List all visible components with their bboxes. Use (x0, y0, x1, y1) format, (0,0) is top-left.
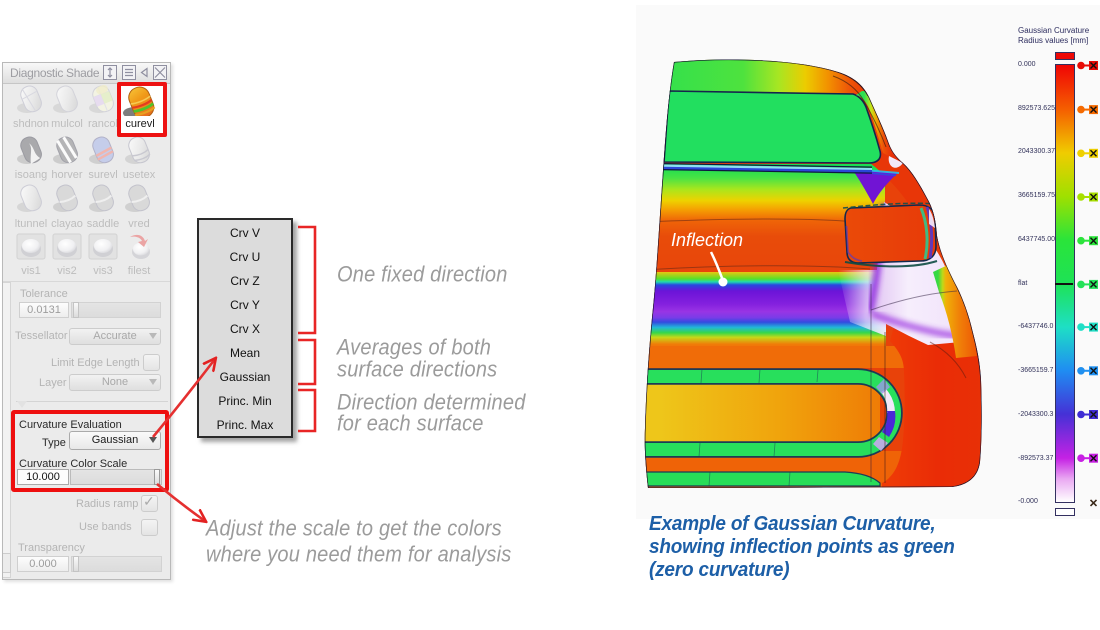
svg-text:Inflection: Inflection (671, 230, 743, 250)
